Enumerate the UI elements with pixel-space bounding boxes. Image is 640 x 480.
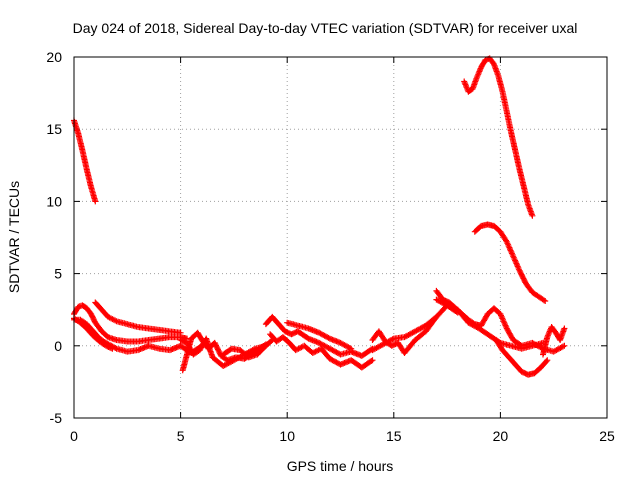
y-tick-label: 15 (46, 121, 62, 137)
x-tick-label: 20 (493, 428, 509, 444)
data-point (368, 358, 375, 364)
series-arc-a (71, 302, 190, 345)
y-tick-label: -5 (50, 410, 63, 426)
series-arc-g (220, 337, 276, 361)
data-point (109, 345, 116, 352)
data-point (92, 198, 99, 205)
series-arc-h (262, 313, 376, 359)
series-arc-c (71, 315, 116, 352)
y-tick-label: 5 (54, 266, 62, 282)
data-point (177, 329, 184, 336)
x-tick-label: 15 (386, 428, 402, 444)
data-point (542, 298, 549, 304)
data-point (389, 336, 396, 343)
series-arc-o (493, 337, 551, 378)
chart-title: Day 024 of 2018, Sidereal Day-to-day VTE… (73, 20, 578, 36)
data-point (325, 334, 332, 341)
y-tick-label: 10 (46, 193, 62, 209)
series-arc-i (267, 331, 376, 371)
data-point (561, 342, 568, 349)
data-point (433, 313, 440, 320)
data-points (71, 55, 568, 378)
x-tick-label: 0 (70, 428, 78, 444)
series-arc-upper-right (461, 55, 536, 219)
data-point (540, 297, 547, 304)
data-point (544, 357, 551, 364)
y-tick-label: 20 (46, 49, 62, 65)
data-point (348, 345, 355, 352)
series-arc-l (369, 313, 440, 354)
plot-frame (73, 56, 608, 419)
series-arc-p (540, 324, 568, 358)
series-arc-f (179, 329, 269, 374)
series-arc-j (284, 319, 355, 352)
data-point (543, 358, 550, 365)
x-axis-label: GPS time / hours (287, 458, 394, 474)
x-tick-label: 25 (599, 428, 615, 444)
data-point (473, 74, 480, 81)
tick-labels: 0 5 10 15 20 25 -5 0 5 10 15 20 (46, 49, 615, 444)
data-point (561, 325, 568, 332)
x-tick-label: 5 (177, 428, 185, 444)
x-tick-label: 10 (279, 428, 295, 444)
series-arc-d (92, 299, 184, 336)
data-point (529, 212, 536, 219)
data-point (369, 357, 376, 364)
series-arc-mid-right (471, 221, 549, 304)
y-axis-label: SDTVAR / TECUs (6, 181, 22, 293)
data-point (432, 314, 439, 321)
y-tick-label: 0 (54, 338, 62, 354)
